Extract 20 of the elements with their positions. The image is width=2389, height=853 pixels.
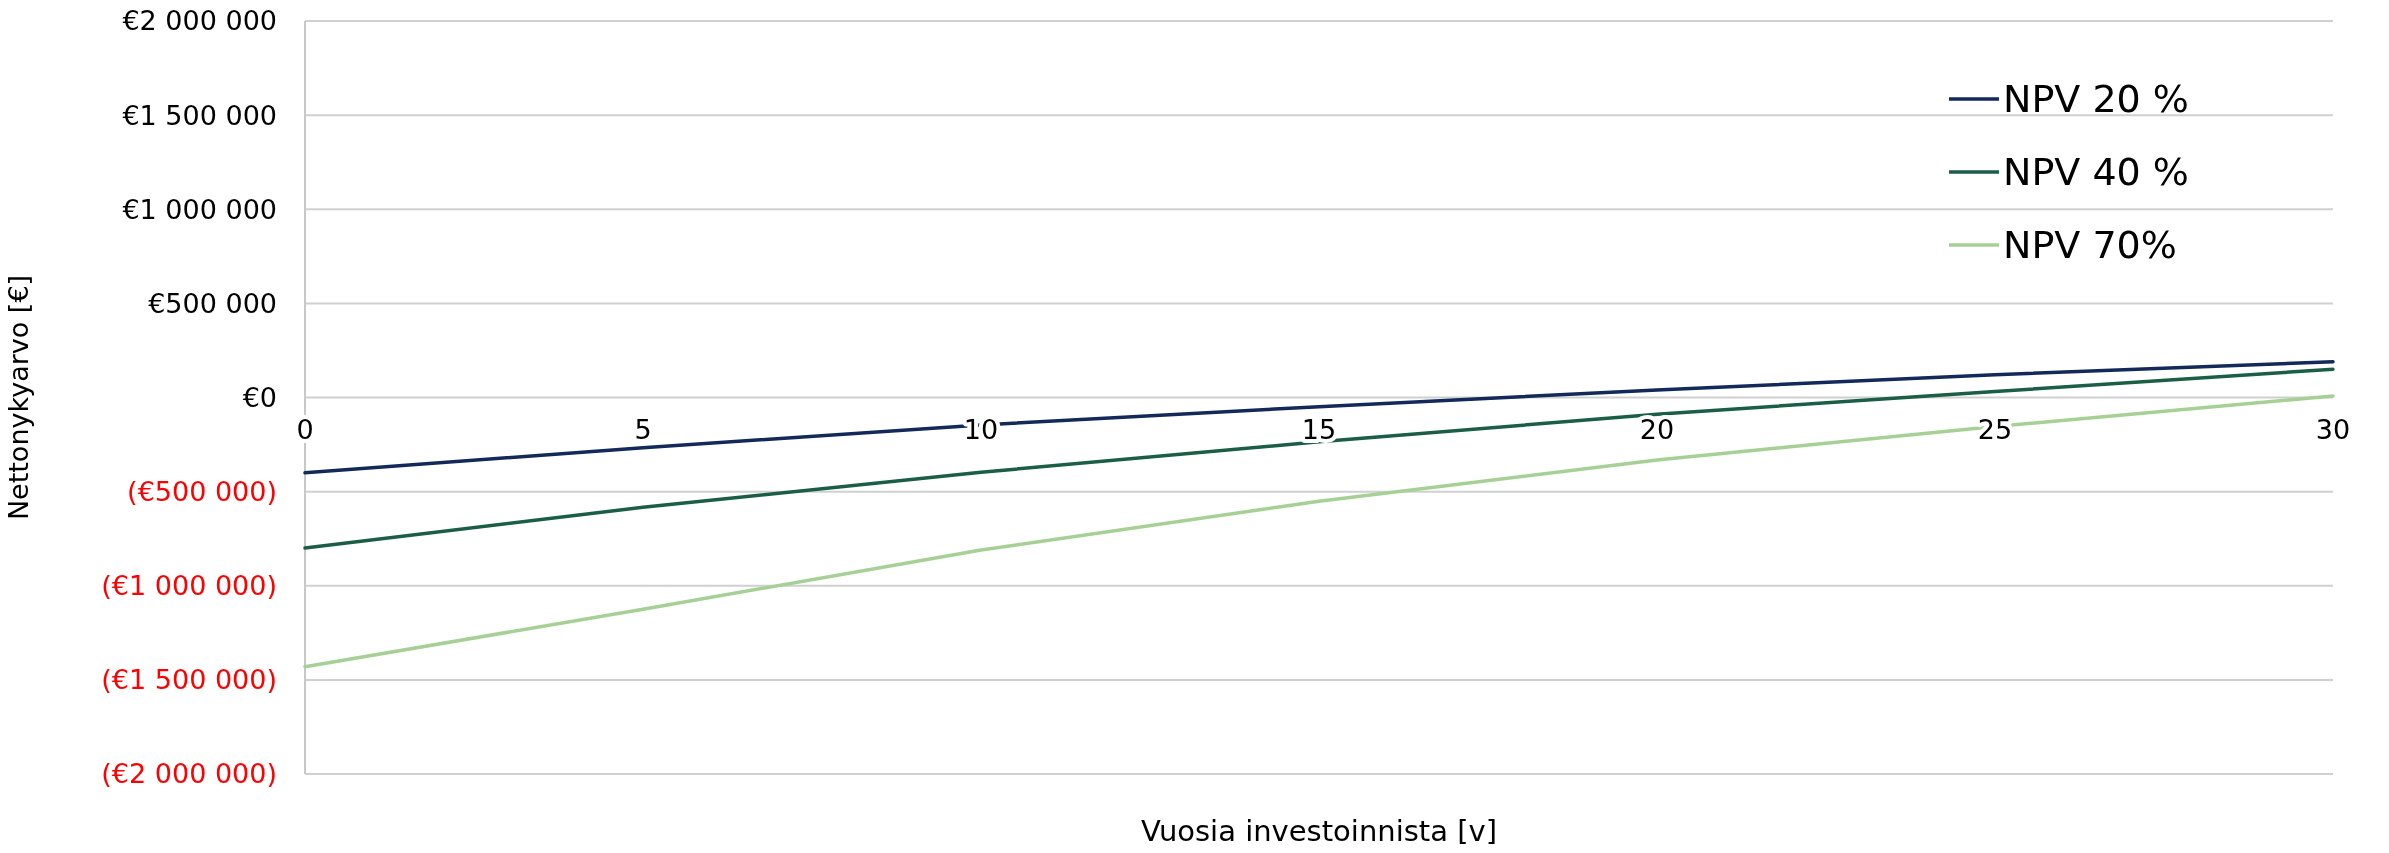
y-tick-label: (€1 500 000) [101, 664, 277, 696]
y-tick-label: €2 000 000 [122, 5, 277, 37]
x-tick-label: 15 [1301, 413, 1337, 445]
y-tick-label: €0 [242, 381, 277, 413]
y-tick-label: €1 500 000 [122, 99, 277, 131]
y-axis-title: Nettonykyarvo [€] [3, 274, 34, 521]
y-tick-label: €1 000 000 [122, 193, 277, 225]
y-tick-label: (€2 000 000) [101, 758, 277, 790]
legend-label: NPV 70% [2003, 223, 2177, 268]
x-tick-label: 5 [634, 413, 652, 445]
x-tick-label: 25 [1977, 413, 2013, 445]
legend-label: NPV 40 % [2003, 150, 2189, 195]
x-axis-title: Vuosia investoinnista [v] [1141, 814, 1497, 848]
y-tick-label: €500 000 [148, 287, 277, 319]
y-tick-label: (€500 000) [127, 476, 277, 508]
x-tick-label: 0 [296, 413, 314, 445]
x-tick-label: 20 [1639, 413, 1675, 445]
y-tick-label: (€1 000 000) [101, 570, 277, 602]
legend-label: NPV 20 % [2003, 77, 2189, 122]
x-tick-label: 30 [2315, 413, 2351, 445]
